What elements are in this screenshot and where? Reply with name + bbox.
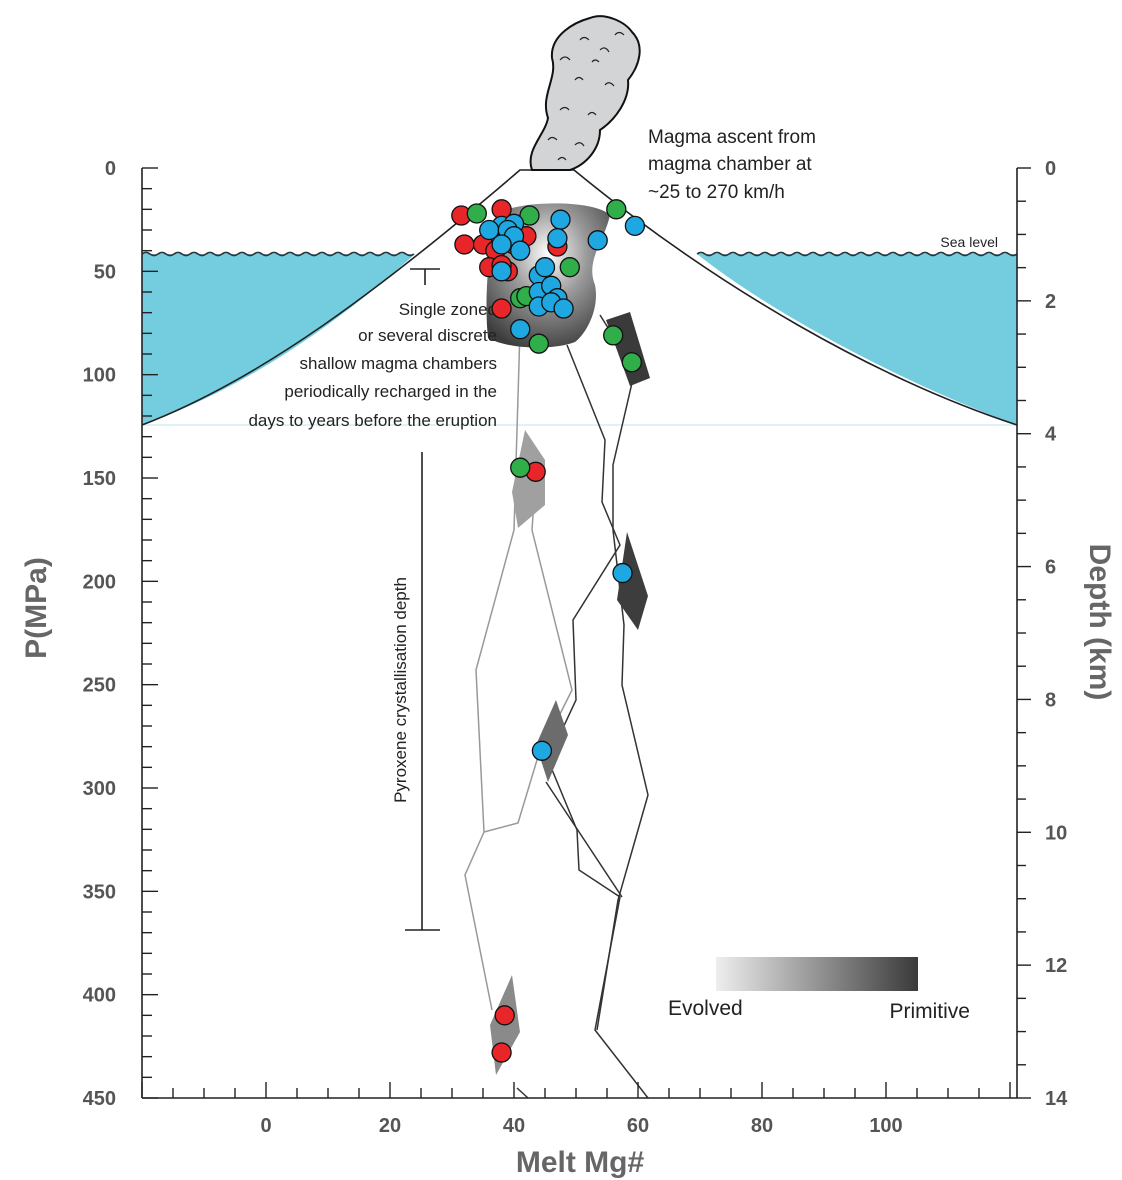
- data-point-green: [621, 352, 642, 373]
- x-tick-label: 0: [260, 1115, 271, 1137]
- magma-pocket-light: [512, 430, 545, 528]
- y-tick-label: 150: [83, 468, 116, 490]
- y-tick-label: 350: [83, 881, 116, 903]
- sea-level-wave-right: [696, 251, 1018, 257]
- data-points: [451, 199, 646, 1063]
- y2-tick-label: 4: [1045, 424, 1057, 446]
- annotation-chamber-4: periodically recharged in the: [284, 382, 497, 401]
- legend-label-evolved: Evolved: [668, 997, 743, 1020]
- y2-axis-title: Depth (km): [1083, 544, 1116, 701]
- y2-tick-label: 0: [1045, 158, 1056, 180]
- data-point-green: [603, 325, 624, 346]
- axis-ticks: [141, 167, 1031, 1099]
- y2-tick-label: 6: [1045, 557, 1056, 579]
- x-tick-label: 20: [379, 1115, 401, 1137]
- sea-level-label: Sea level: [940, 234, 998, 250]
- sea-right: [697, 254, 1017, 425]
- annotation-ascent-2: magma chamber at: [648, 154, 812, 175]
- annotation-chamber-3: shallow magma chambers: [300, 354, 497, 373]
- data-point-blue: [624, 215, 646, 237]
- data-point-blue: [534, 257, 556, 278]
- data-point-green: [519, 205, 540, 226]
- annotation-chamber-5: days to years before the eruption: [248, 411, 497, 430]
- data-point-green: [510, 457, 531, 478]
- x-tick-label: 40: [503, 1115, 525, 1137]
- annotation-ascent-1: Magma ascent from: [648, 127, 816, 148]
- x-tick-label: 100: [869, 1115, 902, 1137]
- x-axis-title: Melt Mg#: [516, 1146, 645, 1179]
- data-point-blue: [510, 240, 531, 261]
- y2-tick-label: 8: [1045, 689, 1056, 711]
- data-point-red: [454, 234, 475, 255]
- y-tick-label: 250: [83, 675, 116, 697]
- y2-tick-label: 2: [1045, 291, 1056, 313]
- magma-pocket-dark-2: [617, 532, 648, 630]
- magma-pocket-mid: [536, 700, 568, 782]
- y-tick-label: 400: [83, 985, 116, 1007]
- x-tick-label: 80: [751, 1115, 773, 1137]
- data-point-blue: [553, 298, 574, 319]
- conduit-line-5: [545, 781, 623, 898]
- chamber-depth-bar: [410, 268, 440, 285]
- legend-label-primitive: Primitive: [889, 1000, 970, 1023]
- data-point-blue: [491, 234, 512, 255]
- y-tick-label: 50: [94, 261, 116, 283]
- data-point-blue: [550, 209, 571, 230]
- data-point-blue: [612, 562, 633, 584]
- y-axis-title: P(MPa): [20, 557, 53, 659]
- axis-tick-labels: 0 50 100 150 200 250 300 350 400 450 0 2 4 6 8 10 12 14 0 2…: [83, 158, 1068, 1137]
- y2-tick-label: 10: [1045, 822, 1067, 844]
- data-point-green: [528, 333, 549, 354]
- y-tick-label: 300: [83, 778, 116, 800]
- sea-level-wave-left: [141, 251, 415, 257]
- y-tick-label: 0: [105, 158, 116, 180]
- eruption-plume: [529, 15, 641, 171]
- data-point-green: [466, 203, 487, 224]
- annotation-ascent-3: ~25 to 270 km/h: [648, 182, 785, 203]
- data-point-green: [559, 257, 580, 278]
- data-point-blue: [510, 319, 531, 340]
- data-point-red: [491, 1042, 512, 1063]
- conduit-line-4: [596, 314, 649, 1031]
- x-tick-label: 60: [627, 1115, 649, 1137]
- conduit-line-1: [464, 329, 521, 1011]
- conduit-line-6: [516, 1087, 529, 1099]
- pyroxene-depth-bar: [405, 452, 440, 931]
- y2-tick-label: 12: [1045, 955, 1067, 977]
- y-tick-label: 100: [83, 365, 116, 387]
- data-point-red: [494, 1005, 515, 1026]
- y-tick-label: 200: [83, 571, 116, 593]
- data-point-green: [606, 199, 627, 220]
- y-tick-label: 450: [83, 1088, 116, 1110]
- data-point-blue: [587, 230, 608, 251]
- plume-texture: [547, 31, 625, 161]
- data-point-blue: [531, 740, 553, 761]
- data-point-blue: [491, 261, 512, 282]
- annotation-chamber-1: Single zoned: [399, 300, 497, 319]
- pyroxene-depth-label: Pyroxene crystallisation depth: [391, 577, 410, 803]
- legend-gradient-bar: [716, 957, 918, 991]
- magma-pocket-dark-1: [606, 312, 650, 386]
- annotation-chamber-2: or several discrete: [358, 326, 497, 345]
- volcano-outline: [141, 169, 1018, 426]
- y2-tick-label: 14: [1045, 1088, 1068, 1110]
- sea-left: [142, 254, 415, 425]
- data-point-red: [491, 298, 512, 319]
- data-point-blue: [547, 228, 568, 249]
